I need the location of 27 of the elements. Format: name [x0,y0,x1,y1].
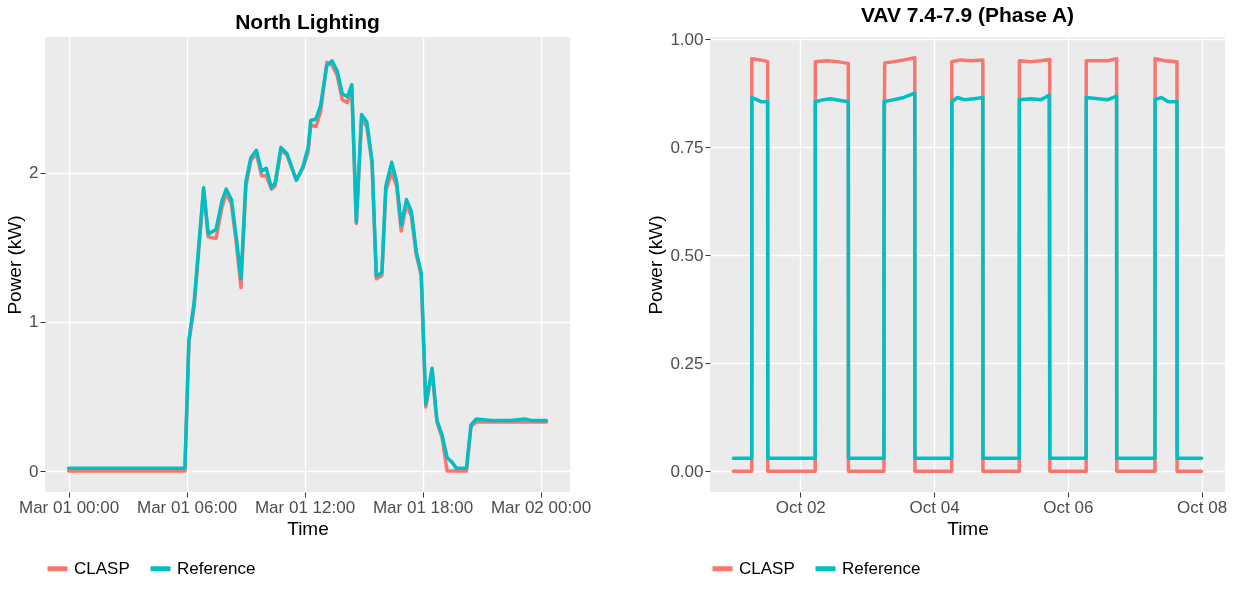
y-tick-label: 0.75 [670,137,704,157]
y-tick-label: 0 [29,461,39,481]
x-tick-label: Mar 01 12:00 [254,497,356,517]
x-axis-title: Time [947,517,989,539]
y-axis-title: Power (kW) [645,215,667,315]
y-tick-label: 2 [29,163,39,183]
y-tick-label: 0.25 [670,353,704,373]
y-tick-label: 1 [29,312,39,332]
legend-label: Reference [177,558,256,578]
x-tick-label: Oct 06 [1043,497,1094,517]
x-tick-label: Oct 08 [1177,497,1228,517]
legend-label: CLASP [74,558,130,578]
y-tick-label: 1.00 [670,29,704,49]
y-tick-label: 0.50 [670,245,704,265]
x-axis-title: Time [287,517,329,539]
chart-title: VAV 7.4-7.9 (Phase A) [860,3,1075,27]
legend-label: CLASP [739,558,795,578]
chart-title: North Lighting [235,10,380,33]
x-tick-label: Oct 04 [909,497,960,517]
y-axis-title: Power (kW) [4,215,26,315]
legend-label: Reference [842,558,921,578]
x-tick-label: Mar 01 18:00 [372,497,474,517]
x-tick-label: Oct 02 [775,497,826,517]
x-tick-label: Mar 01 00:00 [19,497,120,517]
x-tick-label: Mar 01 06:00 [136,497,238,517]
y-tick-label: 0.00 [670,461,704,481]
x-tick-label: Mar 02 00:00 [490,497,592,517]
